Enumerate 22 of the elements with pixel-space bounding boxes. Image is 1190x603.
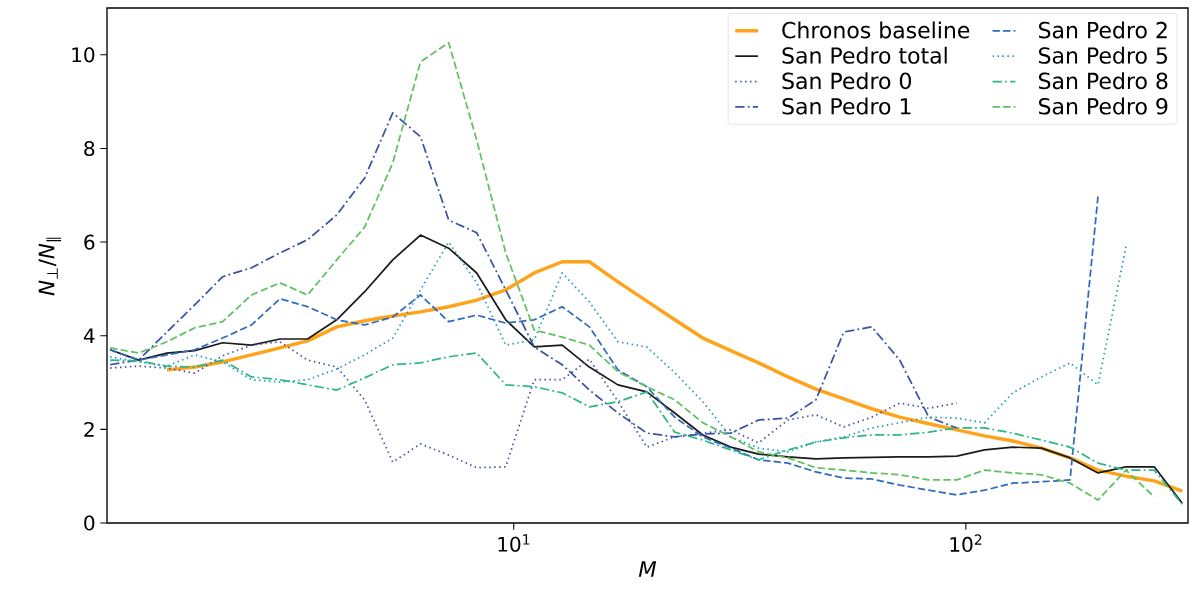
x-tick-label: 10$^{1}$ [498,534,530,552]
y-tick-label: 0 [84,515,95,531]
legend-label: San Pedro 5 [1038,46,1167,64]
line-series [109,195,1099,496]
legend-label: San Pedro 0 [782,72,911,90]
legend-label: San Pedro 2 [1038,21,1167,39]
line-series [165,260,1184,493]
y-tick-label: 10 [72,47,95,63]
legend-label: San Pedro total [782,46,947,64]
legend-label: San Pedro 8 [1038,72,1168,90]
y-tick-label: 6 [84,234,95,250]
legend-label: Chronos baseline [782,21,970,39]
legend-label: San Pedro 1 [782,97,911,115]
line-series [109,352,1184,506]
line-series [109,241,1127,453]
y-tick-label: 8 [84,140,95,157]
x-tick-label: 10$^{2}$ [950,534,982,553]
y-tick-label: 2 [84,421,94,437]
y-axis-title: N$_{⊥}$/N$_{∥}$ [38,237,62,296]
y-tick-label: 4 [83,328,95,344]
x-axis-title: M [638,561,657,577]
legend-label: San Pedro 9 [1038,97,1168,115]
